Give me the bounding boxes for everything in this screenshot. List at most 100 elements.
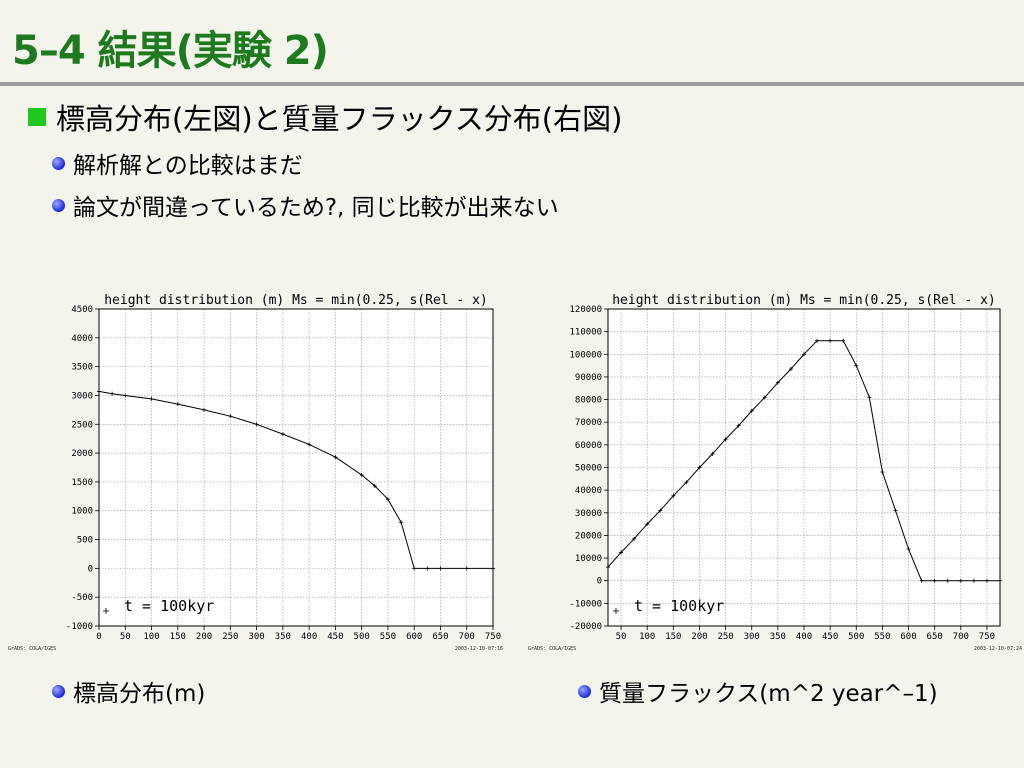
sub-bullet-2: 論文が間違っているため?, 同じ比較が出来ない — [52, 188, 559, 222]
data-point — [333, 455, 338, 460]
y-tick-label: 3000 — [71, 391, 93, 401]
y-tick-label: 90000 — [575, 373, 602, 383]
x-tick-label: 650 — [432, 632, 448, 642]
slide-title: 5–4 結果(実験 2) — [12, 28, 329, 74]
x-tick-label: 650 — [927, 632, 943, 642]
y-tick-label: 2000 — [71, 449, 93, 459]
data-point — [998, 578, 1002, 583]
x-tick-label: 200 — [196, 632, 212, 642]
data-point — [919, 578, 924, 583]
legend-marker — [103, 608, 109, 614]
data-point — [632, 536, 637, 541]
x-tick-label: 50 — [616, 632, 627, 642]
x-tick-label: 250 — [717, 632, 733, 642]
data-point — [438, 566, 443, 571]
data-point — [697, 465, 702, 470]
x-tick-label: 500 — [848, 632, 864, 642]
data-point — [254, 422, 259, 427]
y-tick-label: 500 — [77, 536, 93, 546]
credit-right: 2003-12-10-07:24 — [974, 646, 1022, 652]
x-tick-label: 550 — [874, 632, 890, 642]
data-point — [425, 566, 430, 571]
data-point — [854, 363, 859, 368]
time-annotation: t = 100kyr — [124, 597, 214, 615]
data-point — [945, 578, 950, 583]
x-tick-label: 250 — [222, 632, 238, 642]
x-tick-label: 750 — [485, 632, 501, 642]
data-point — [307, 442, 312, 447]
x-tick-label: 300 — [248, 632, 264, 642]
y-tick-label: 4000 — [71, 334, 93, 344]
series-line — [98, 390, 493, 569]
data-point — [491, 566, 495, 571]
time-annotation: t = 100kyr — [634, 597, 724, 615]
data-point — [880, 470, 885, 475]
data-point — [841, 338, 846, 343]
data-point — [932, 578, 937, 583]
chart-svg: 50 100 150 200 250 300 350 400 450 500 550 600 650 70… — [528, 293, 1022, 652]
x-tick-label: 400 — [796, 632, 812, 642]
x-tick-label: 700 — [459, 632, 475, 642]
data-point — [280, 432, 285, 437]
y-tick-label: -500 — [71, 593, 93, 603]
round-bullet-icon — [52, 198, 65, 212]
data-point — [619, 550, 624, 555]
x-tick-label: 150 — [665, 632, 681, 642]
data-point — [149, 396, 154, 401]
data-point — [867, 395, 872, 400]
data-point — [606, 565, 610, 570]
round-bullet-icon — [52, 156, 65, 170]
y-tick-label: 70000 — [575, 418, 602, 428]
data-point — [984, 578, 989, 583]
y-tick-label: 100000 — [569, 350, 602, 360]
square-bullet-icon — [28, 108, 46, 126]
y-tick-label: 1000 — [71, 507, 93, 517]
y-tick-label: 80000 — [575, 396, 602, 406]
x-tick-label: 100 — [639, 632, 655, 642]
legend-marker — [613, 608, 619, 614]
caption-text: 標高分布(m) — [73, 681, 206, 707]
chart-title: height distribution (m) Ms = min(0.25, s… — [104, 293, 488, 308]
y-tick-label: 50000 — [575, 464, 602, 474]
data-point — [658, 508, 663, 513]
main-bullet-text: 標高分布(左図)と質量フラックス分布(右図) — [56, 102, 623, 136]
y-tick-label: 20000 — [575, 531, 602, 541]
y-tick-label: 60000 — [575, 441, 602, 451]
x-tick-label: 350 — [770, 632, 786, 642]
data-point — [828, 338, 833, 343]
y-tick-label: -1000 — [66, 622, 93, 632]
y-tick-label: -20000 — [569, 622, 602, 632]
data-point — [228, 414, 233, 419]
x-tick-label: 200 — [691, 632, 707, 642]
x-tick-label: 150 — [170, 632, 186, 642]
x-tick-label: 750 — [979, 632, 995, 642]
y-tick-label: 2500 — [71, 420, 93, 430]
caption-text: 質量フラックス(m^2 year^–1) — [599, 681, 938, 707]
data-point — [684, 480, 689, 485]
x-tick-label: 700 — [953, 632, 969, 642]
y-tick-label: -10000 — [569, 599, 602, 609]
mass-flux-chart: 50 100 150 200 250 300 350 400 450 500 550 600 650 70… — [520, 283, 1024, 663]
data-point — [372, 483, 377, 488]
data-point — [788, 367, 793, 372]
data-point — [202, 407, 207, 412]
x-tick-label: 50 — [120, 632, 131, 642]
data-point — [385, 497, 390, 502]
plot-area — [99, 309, 493, 626]
caption-right: 質量フラックス(m^2 year^–1) — [578, 674, 938, 708]
y-tick-label: 110000 — [569, 328, 602, 338]
data-point — [815, 338, 820, 343]
x-tick-label: 500 — [354, 632, 370, 642]
credit-left: GrADS: COLA/IGES — [528, 646, 576, 652]
x-tick-label: 450 — [822, 632, 838, 642]
data-point — [412, 566, 417, 571]
data-point — [775, 380, 780, 385]
round-bullet-icon — [578, 684, 591, 698]
data-point — [671, 493, 676, 498]
data-point — [749, 408, 754, 413]
x-tick-label: 350 — [275, 632, 291, 642]
chart-title: height distribution (m) Ms = min(0.25, s… — [612, 293, 996, 308]
data-point — [906, 547, 911, 552]
y-tick-label: 1500 — [71, 478, 93, 488]
sub-bullet-text: 論文が間違っているため?, 同じ比較が出来ない — [73, 195, 559, 221]
